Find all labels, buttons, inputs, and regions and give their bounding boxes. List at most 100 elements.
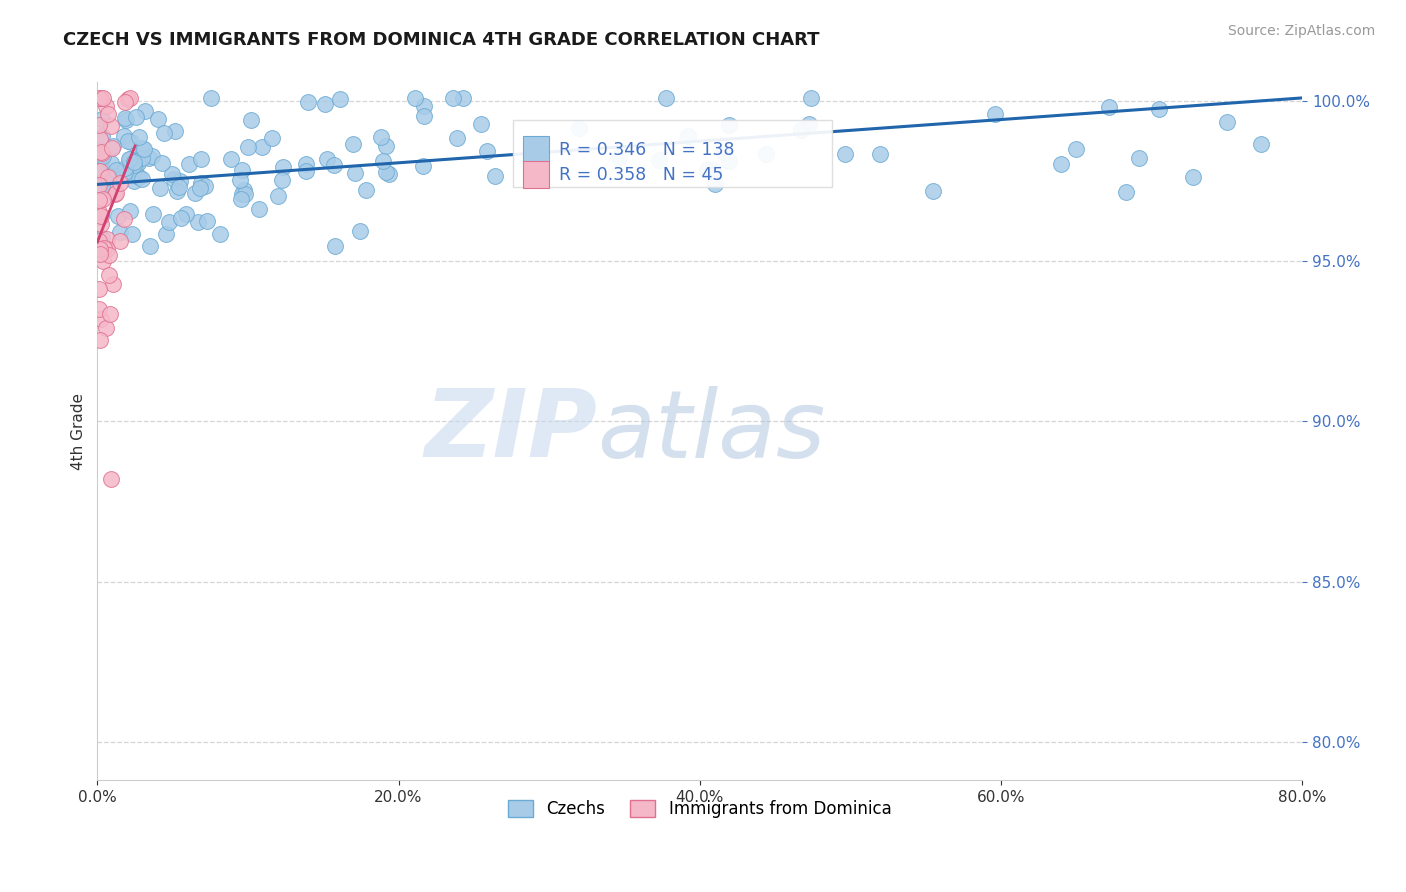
Point: [370, 129, 392, 144]
Point: [127, 155, 149, 169]
Point: [101, 139, 124, 153]
Point: [342, 137, 364, 152]
Point: [718, 118, 741, 132]
Point: [138, 151, 160, 165]
Point: [271, 160, 294, 174]
Point: [755, 147, 778, 161]
Point: [114, 95, 136, 110]
Point: [655, 91, 678, 105]
Point: [371, 154, 394, 169]
Point: [349, 224, 371, 238]
Text: R = 0.346   N = 138: R = 0.346 N = 138: [558, 141, 734, 159]
Point: [229, 172, 252, 186]
Point: [522, 157, 544, 171]
Point: [90, 209, 112, 223]
Point: [184, 186, 207, 200]
Point: [229, 192, 252, 206]
Text: Source: ZipAtlas.com: Source: ZipAtlas.com: [1227, 24, 1375, 38]
Bar: [523, 161, 550, 188]
Point: [1098, 100, 1121, 114]
Text: CZECH VS IMMIGRANTS FROM DOMINICA 4TH GRADE CORRELATION CHART: CZECH VS IMMIGRANTS FROM DOMINICA 4TH GR…: [63, 31, 820, 49]
Point: [115, 113, 138, 128]
Point: [271, 173, 294, 187]
Point: [163, 124, 186, 138]
Point: [233, 187, 256, 202]
Point: [294, 157, 316, 171]
Point: [91, 128, 114, 143]
Y-axis label: 4th Grade: 4th Grade: [72, 392, 86, 469]
Point: [90, 231, 112, 245]
Point: [150, 156, 173, 170]
Point: [89, 242, 111, 256]
Point: [142, 207, 165, 221]
Point: [96, 232, 118, 246]
Point: [484, 169, 506, 184]
Point: [446, 130, 468, 145]
Point: [97, 107, 120, 121]
Point: [800, 91, 823, 105]
Point: [132, 142, 155, 156]
Point: [240, 113, 263, 128]
Point: [120, 135, 142, 149]
Point: [451, 91, 474, 105]
Point: [117, 134, 139, 148]
Point: [187, 214, 209, 228]
Point: [91, 192, 114, 206]
Point: [170, 211, 193, 226]
Point: [105, 169, 128, 184]
Point: [134, 103, 156, 118]
Point: [174, 207, 197, 221]
Point: [124, 161, 146, 176]
Point: [96, 242, 118, 256]
Point: [120, 152, 142, 166]
Point: [344, 166, 367, 180]
Point: [696, 163, 718, 178]
Point: [108, 234, 131, 248]
Point: [797, 117, 820, 131]
Point: [470, 117, 492, 131]
Point: [91, 149, 114, 163]
Point: [247, 202, 270, 217]
Point: [194, 178, 217, 193]
Point: [97, 268, 120, 282]
Point: [105, 186, 128, 201]
Point: [97, 169, 120, 184]
Point: [104, 187, 127, 202]
Point: [267, 189, 290, 203]
Bar: [523, 136, 550, 162]
Point: [122, 158, 145, 172]
Point: [294, 164, 316, 178]
Point: [131, 141, 153, 155]
Point: [477, 144, 499, 158]
Point: [90, 91, 112, 105]
Point: [91, 91, 114, 105]
Point: [87, 91, 110, 105]
Point: [90, 145, 112, 160]
Point: [112, 211, 135, 226]
Point: [412, 159, 434, 173]
Point: [676, 129, 699, 144]
Point: [323, 238, 346, 252]
Point: [89, 210, 111, 224]
Point: [704, 177, 727, 191]
Point: [94, 166, 117, 180]
Point: [790, 123, 813, 137]
Point: [1064, 142, 1087, 156]
Point: [87, 234, 110, 248]
Point: [90, 311, 112, 326]
Point: [114, 111, 136, 125]
Point: [128, 130, 150, 145]
Point: [93, 241, 115, 255]
Point: [100, 156, 122, 170]
Point: [323, 158, 346, 172]
Point: [87, 194, 110, 208]
FancyBboxPatch shape: [513, 120, 832, 186]
Point: [231, 162, 253, 177]
Point: [607, 150, 630, 164]
Point: [922, 185, 945, 199]
Point: [108, 225, 131, 239]
Point: [131, 151, 153, 165]
Point: [101, 277, 124, 291]
Point: [146, 112, 169, 127]
Point: [412, 99, 434, 113]
